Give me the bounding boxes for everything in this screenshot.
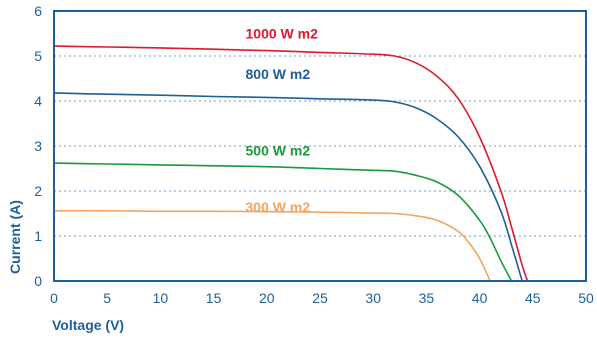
x-tick-label: 40 xyxy=(472,290,488,306)
plot-frame xyxy=(53,10,587,282)
x-tick-label: 10 xyxy=(153,290,169,306)
series-label-800-w-m2: 800 W m2 xyxy=(246,66,311,82)
y-tick-label: 2 xyxy=(34,183,42,199)
series-labels: 1000 W m2 800 W m2 500 W m2 300 W m2 xyxy=(246,26,319,216)
y-tick-label: 0 xyxy=(34,273,42,289)
x-tick-label: 0 xyxy=(50,290,58,306)
x-tick-label: 20 xyxy=(259,290,275,306)
y-axis-ticks: 0 1 2 3 4 5 6 xyxy=(34,3,42,289)
x-tick-label: 30 xyxy=(365,290,381,306)
series-line-800-w-m2 xyxy=(53,92,523,282)
grid-lines xyxy=(54,55,586,237)
series-line-300-w-m2 xyxy=(53,209,491,282)
series-label-300-w-m2: 300 W m2 xyxy=(246,199,311,215)
y-axis-label: Current (A) xyxy=(7,200,23,274)
x-axis-ticks: 0 5 10 15 20 25 30 35 40 45 50 xyxy=(50,290,594,306)
y-tick-label: 5 xyxy=(34,48,42,64)
series-label-1000-w-m2: 1000 W m2 xyxy=(246,26,319,42)
x-tick-label: 15 xyxy=(206,290,222,306)
y-tick-label: 3 xyxy=(34,138,42,154)
x-tick-label: 25 xyxy=(312,290,328,306)
y-tick-label: 4 xyxy=(34,93,42,109)
x-axis-label: Voltage (V) xyxy=(52,317,124,333)
x-tick-label: 5 xyxy=(103,290,111,306)
x-tick-label: 35 xyxy=(419,290,435,306)
y-tick-label: 1 xyxy=(34,228,42,244)
series-line-1000-w-m2 xyxy=(53,45,529,282)
x-tick-label: 45 xyxy=(525,290,541,306)
x-tick-label: 50 xyxy=(578,290,594,306)
series-label-500-w-m2: 500 W m2 xyxy=(246,143,311,159)
series-line-500-w-m2 xyxy=(53,162,513,282)
y-tick-label: 6 xyxy=(34,3,42,19)
series-lines xyxy=(53,45,529,282)
